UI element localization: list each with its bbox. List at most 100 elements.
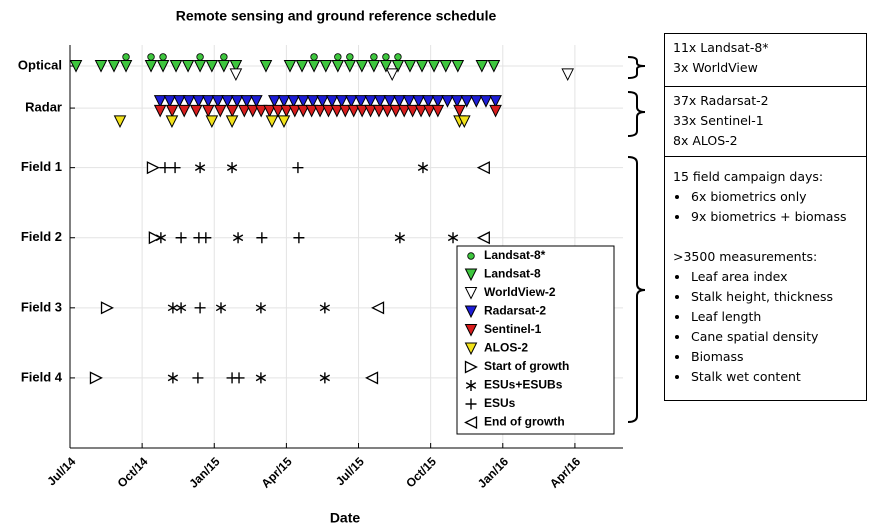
point [450, 95, 464, 108]
point [415, 60, 429, 73]
point [69, 60, 83, 73]
point [255, 302, 267, 314]
point [402, 95, 416, 108]
brace [627, 56, 646, 79]
braces [627, 56, 646, 423]
point [173, 95, 186, 108]
point [220, 53, 228, 61]
point [313, 104, 327, 118]
point [475, 60, 489, 73]
point [487, 60, 501, 73]
point [347, 104, 361, 118]
point [382, 53, 390, 61]
point [343, 60, 357, 73]
point [288, 104, 302, 118]
point [383, 95, 397, 108]
point [370, 53, 378, 61]
point [211, 95, 225, 108]
legend-label: Sentinel-1 [484, 322, 542, 336]
point [561, 68, 575, 82]
legend-label: WorldView-2 [484, 285, 556, 299]
x-axis-label: Date [330, 510, 361, 526]
point [365, 371, 379, 385]
point [412, 95, 425, 108]
note-box: 15 field campaign days: 6x biometrics onl… [664, 156, 867, 401]
point [153, 104, 167, 118]
point [155, 232, 167, 244]
point [344, 95, 358, 108]
point [458, 115, 471, 129]
point [177, 104, 191, 118]
point [113, 115, 127, 129]
x-tick-label: Jul/15 [333, 454, 367, 488]
point [479, 95, 493, 108]
point [441, 95, 454, 108]
note-line: 33x Sentinel-1 [673, 113, 764, 128]
legend-marker [465, 380, 477, 391]
point [225, 115, 239, 129]
point [417, 162, 429, 174]
legend-marker [464, 287, 478, 300]
point [322, 104, 335, 118]
point [250, 95, 263, 108]
point [364, 95, 377, 108]
point [431, 95, 445, 108]
point [167, 302, 179, 314]
point [306, 95, 320, 108]
point [385, 68, 399, 82]
x-tick-label: Jan/16 [475, 454, 512, 491]
point [451, 60, 465, 73]
point [271, 104, 285, 118]
note-line: 11x Landsat-8* [673, 40, 769, 55]
brace [627, 156, 646, 423]
point [280, 104, 293, 118]
point [293, 232, 305, 244]
note-line: 8x ALOS-2 [673, 133, 738, 148]
x-tick-label: Apr/15 [258, 454, 295, 491]
point [147, 53, 155, 61]
note-line: 6x biometrics only [673, 187, 858, 207]
legend-marker [464, 324, 478, 337]
point [238, 104, 251, 118]
point [470, 95, 483, 108]
point [389, 104, 403, 118]
legend-marker [464, 342, 478, 356]
point [265, 115, 279, 129]
point [217, 60, 231, 73]
x-tick-label: Oct/15 [403, 454, 439, 490]
point [94, 60, 108, 73]
point [169, 60, 183, 73]
legend-marker [464, 415, 478, 430]
point [305, 104, 318, 118]
point [406, 104, 419, 118]
point [367, 60, 381, 73]
point [346, 53, 354, 61]
point [148, 231, 162, 245]
note-line: >3500 measurements: [673, 249, 818, 264]
y-tick-label: Field 3 [21, 299, 62, 314]
point [476, 231, 490, 245]
point [379, 60, 393, 73]
point [255, 372, 267, 384]
point [453, 104, 466, 118]
point [394, 53, 402, 61]
legend-label: Landsat-8 [484, 267, 541, 281]
note-line: Stalk height, thickness [673, 287, 858, 307]
point [165, 104, 179, 118]
x-tick-label: Jul/14 [44, 454, 78, 488]
point [259, 60, 273, 73]
note-box: 37x Radarsat-2 33x Sentinel-1 8x ALOS-2 [664, 86, 867, 157]
brace [627, 91, 646, 137]
point [201, 95, 215, 108]
point [330, 104, 344, 118]
note-line: 15 field campaign days: [673, 169, 824, 184]
point [107, 60, 121, 73]
point [119, 60, 133, 73]
point [213, 104, 227, 118]
point [307, 60, 321, 73]
point [192, 95, 205, 108]
point [163, 95, 177, 108]
point [371, 301, 385, 315]
point [205, 60, 219, 73]
